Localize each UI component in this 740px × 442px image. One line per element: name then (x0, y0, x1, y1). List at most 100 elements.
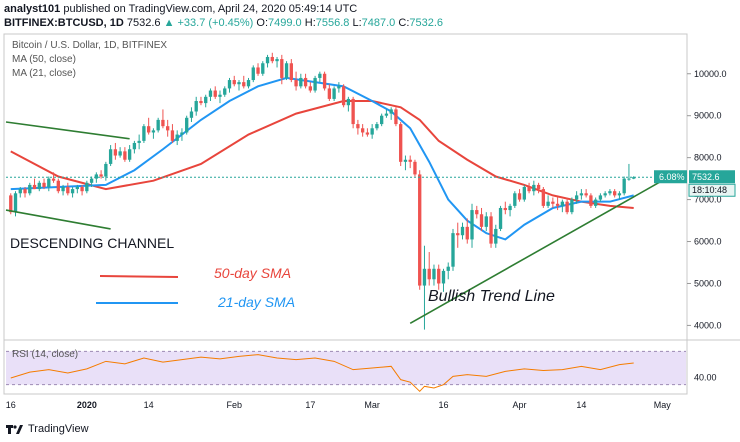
candle-body (422, 268, 427, 286)
candle-body (118, 151, 122, 156)
time-axis[interactable]: 16 2020 14 Feb 17 Mar 16 Apr 14 May (6, 400, 671, 410)
publish-line: analyst101 published on TradingView.com,… (4, 3, 357, 15)
candle-body (94, 174, 99, 179)
candle-body (380, 115, 384, 125)
rsi-label[interactable]: RSI (14, close) (12, 349, 79, 360)
rsi-band (6, 351, 686, 385)
pct-tag-text: 6.08% (659, 172, 685, 182)
candle-body (284, 63, 289, 78)
candle-body (232, 80, 236, 85)
candle-body (199, 101, 203, 104)
candle-body (166, 126, 170, 131)
candle-body (484, 216, 488, 227)
candle-body (237, 82, 241, 85)
close-value: 7532.6 (409, 17, 444, 29)
pct-tag (654, 170, 687, 184)
candle-body (123, 151, 127, 160)
candle-body (603, 193, 607, 196)
candle-body (375, 124, 379, 129)
candle-body (403, 159, 408, 162)
y-tick-label: 10000.0 (694, 69, 727, 79)
candle-body (70, 189, 75, 194)
candle-body (513, 193, 517, 206)
candle-body (589, 195, 593, 206)
candle-body (318, 73, 322, 78)
channel-annotation: DESCENDING CHANNEL (10, 235, 174, 251)
candle-body (32, 184, 37, 190)
candle-body (579, 193, 584, 196)
brand-name[interactable]: TradingView (28, 423, 89, 435)
y-tick-label: 9000.0 (694, 111, 722, 121)
candle-body (223, 88, 227, 95)
candle-body (327, 88, 332, 99)
candle-body (294, 80, 298, 87)
candle-body (37, 182, 41, 190)
candle-body (437, 268, 441, 284)
candle-body (441, 270, 446, 284)
candle-body (61, 187, 65, 192)
publisher-name[interactable]: analyst101 (4, 3, 61, 15)
candle-body (208, 90, 213, 97)
candle-body (432, 268, 436, 280)
x-tick-label: 14 (576, 400, 586, 410)
candle-body (370, 128, 374, 135)
candle-body (456, 233, 460, 236)
candle-body (47, 178, 51, 187)
candle-body (213, 90, 217, 97)
candle-body (517, 193, 522, 200)
candle-body (498, 207, 503, 229)
candle-body (413, 161, 417, 175)
candle-body (598, 195, 603, 200)
candle-body (18, 189, 22, 194)
ma50-line (10, 100, 634, 209)
candle-body (322, 73, 327, 89)
candle-body (341, 86, 346, 106)
candle-body (85, 182, 89, 192)
candle-body (175, 134, 179, 141)
price-change: ▲ +33.7 (+0.45%) (163, 17, 254, 29)
x-tick-label: 17 (305, 400, 315, 410)
symbol-label[interactable]: BITFINEX:BTCUSD, 1D (4, 17, 124, 29)
candle-body (189, 111, 194, 118)
candle-body (337, 86, 341, 89)
candle-body (536, 184, 541, 190)
legend-ma50[interactable]: MA (50, close) (12, 54, 76, 65)
candle-body (408, 159, 412, 162)
candle-body (522, 187, 526, 200)
candle-body (227, 80, 232, 89)
candle-body (622, 178, 626, 194)
candle-body (365, 132, 370, 135)
low-label: L: (352, 17, 362, 29)
candle-body (89, 178, 94, 183)
candle-body (332, 88, 336, 99)
ohlc-line: BITFINEX:BTCUSD, 1D 7532.6 ▲ +33.7 (+0.4… (4, 17, 443, 29)
candle-body (75, 187, 79, 190)
x-tick-label: Apr (513, 400, 527, 410)
ma21-line (10, 76, 634, 241)
candle-body (127, 149, 132, 160)
candle-body (251, 67, 255, 81)
candle-body (427, 268, 431, 280)
price-axis[interactable]: 4000.0 5000.0 6000.0 7000.0 8000.0 9000.0 1000… (687, 69, 727, 331)
candle-body (132, 142, 137, 150)
sma21-annotation: 21-day SMA (217, 294, 295, 310)
high-label: H: (304, 17, 316, 29)
rsi-pane[interactable]: 40.00 (6, 350, 717, 393)
candle-body (617, 193, 622, 196)
candle-body (565, 201, 569, 213)
legend-ma21[interactable]: MA (21, close) (12, 68, 76, 79)
trend-line-2 (5, 209, 111, 230)
candle-body (256, 67, 260, 74)
price-tags: 6.08% 7532.6 18:10:48 (6, 170, 736, 197)
countdown-text: 18:10:48 (692, 185, 727, 195)
candle-body (80, 187, 84, 192)
sma50-legend-line (99, 275, 179, 278)
candle-body (346, 98, 351, 106)
last-price-tag (689, 170, 735, 184)
candle-body (142, 126, 146, 141)
close-label: C: (398, 17, 410, 29)
candle-body (593, 199, 598, 206)
candles-layer[interactable] (9, 52, 636, 330)
